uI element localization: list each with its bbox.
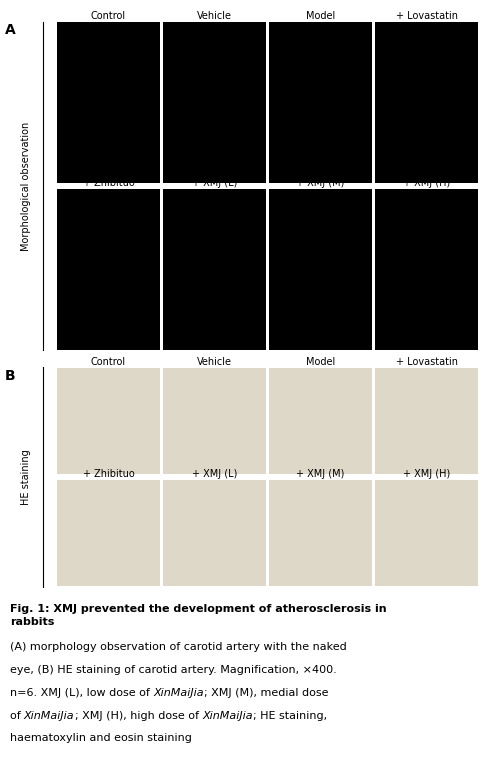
Title: + XMJ (H): + XMJ (H) bbox=[403, 469, 450, 479]
Title: + Lovastatin: + Lovastatin bbox=[396, 11, 457, 21]
Title: Model: Model bbox=[306, 11, 335, 21]
Text: eye, (B) HE staining of carotid artery. Magnification, ×400.: eye, (B) HE staining of carotid artery. … bbox=[10, 665, 336, 675]
Title: + Zhibituo: + Zhibituo bbox=[82, 179, 134, 188]
Title: + XMJ (M): + XMJ (M) bbox=[296, 469, 345, 479]
Text: ; XMJ (H), high dose of: ; XMJ (H), high dose of bbox=[75, 711, 202, 720]
Text: A: A bbox=[5, 23, 15, 36]
Title: + XMJ (L): + XMJ (L) bbox=[192, 179, 237, 188]
Text: ; XMJ (M), medial dose: ; XMJ (M), medial dose bbox=[203, 688, 328, 698]
Text: Fig. 1: XMJ prevented the development of atherosclerosis in
rabbits: Fig. 1: XMJ prevented the development of… bbox=[10, 604, 386, 626]
Title: Control: Control bbox=[91, 357, 126, 367]
Title: + XMJ (L): + XMJ (L) bbox=[192, 469, 237, 479]
Title: Model: Model bbox=[306, 357, 335, 367]
Title: Control: Control bbox=[91, 11, 126, 21]
Title: + XMJ (M): + XMJ (M) bbox=[296, 179, 345, 188]
Text: Morphological observation: Morphological observation bbox=[21, 122, 31, 251]
Title: Vehicle: Vehicle bbox=[197, 11, 232, 21]
Text: haematoxylin and eosin staining: haematoxylin and eosin staining bbox=[10, 733, 191, 743]
Text: HE staining: HE staining bbox=[21, 449, 31, 505]
Text: ; HE staining,: ; HE staining, bbox=[253, 711, 327, 720]
Text: XinMaiJia: XinMaiJia bbox=[24, 711, 75, 720]
Text: B: B bbox=[5, 369, 15, 382]
Text: (A) morphology observation of carotid artery with the naked: (A) morphology observation of carotid ar… bbox=[10, 642, 347, 652]
Title: + Zhibituo: + Zhibituo bbox=[82, 469, 134, 479]
Text: XinMaiJia: XinMaiJia bbox=[202, 711, 253, 720]
Title: Vehicle: Vehicle bbox=[197, 357, 232, 367]
Title: + XMJ (H): + XMJ (H) bbox=[403, 179, 450, 188]
Text: of: of bbox=[10, 711, 24, 720]
Text: XinMaiJia: XinMaiJia bbox=[153, 688, 203, 698]
Title: + Lovastatin: + Lovastatin bbox=[396, 357, 457, 367]
Text: n=6. XMJ (L), low dose of: n=6. XMJ (L), low dose of bbox=[10, 688, 153, 698]
